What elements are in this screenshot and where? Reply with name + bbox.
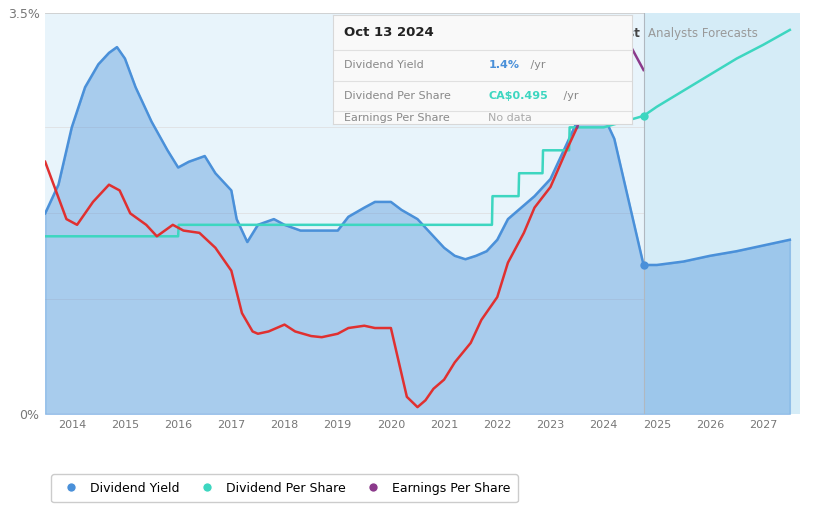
Text: Past: Past bbox=[612, 27, 640, 40]
Text: /yr: /yr bbox=[560, 90, 579, 101]
Bar bbox=[644, 13, 800, 414]
Text: Analysts Forecasts: Analysts Forecasts bbox=[648, 27, 758, 40]
Text: Earnings Per Share: Earnings Per Share bbox=[345, 113, 450, 123]
Text: 1.4%: 1.4% bbox=[488, 60, 520, 70]
Legend: Dividend Yield, Dividend Per Share, Earnings Per Share: Dividend Yield, Dividend Per Share, Earn… bbox=[52, 474, 518, 502]
Text: Dividend Yield: Dividend Yield bbox=[345, 60, 424, 70]
Text: /yr: /yr bbox=[527, 60, 546, 70]
Text: Oct 13 2024: Oct 13 2024 bbox=[345, 26, 434, 39]
Text: No data: No data bbox=[488, 113, 532, 123]
Text: Dividend Per Share: Dividend Per Share bbox=[345, 90, 452, 101]
Text: CA$0.495: CA$0.495 bbox=[488, 90, 548, 101]
